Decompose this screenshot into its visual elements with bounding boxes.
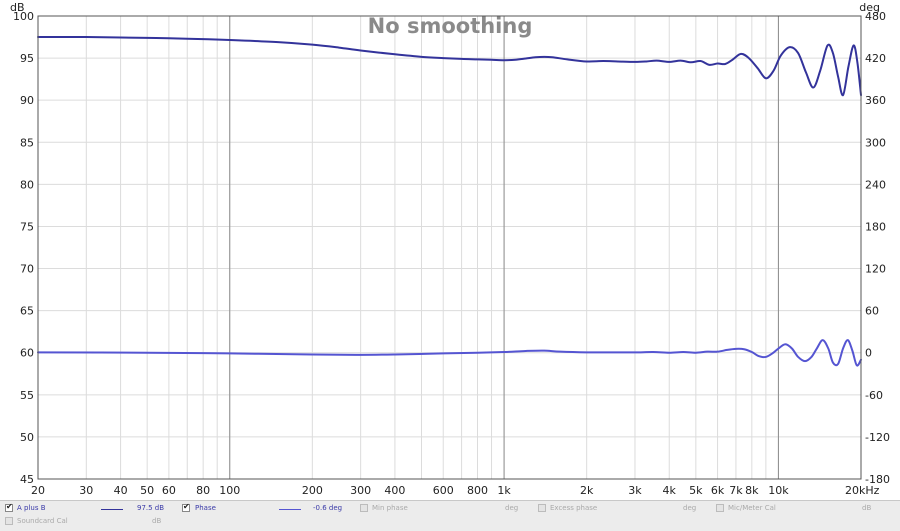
x-tick-label: 3k — [628, 484, 642, 497]
right-tick-label: -120 — [865, 431, 890, 444]
x-tick-label: 1k — [497, 484, 511, 497]
grid-layer — [37, 15, 862, 480]
chart-canvas: 45 50 55 60 65 70 75 80 85 90 95 100 -180 -120 -60 0 60 1… — [10, 1, 890, 497]
right-axis-unit: deg — [859, 1, 880, 14]
excess-phase-checkbox[interactable] — [538, 504, 546, 512]
right-tick-label: -180 — [865, 473, 890, 486]
right-tick-label: 420 — [865, 52, 886, 65]
chart-title: No smoothing — [368, 14, 533, 38]
series-line-a-plus-b — [37, 36, 862, 97]
left-tick-label: 95 — [20, 52, 34, 65]
right-tick-label: 300 — [865, 136, 886, 149]
left-tick-label: 80 — [20, 178, 34, 191]
left-tick-label: 60 — [20, 347, 34, 360]
axis-layer: 45 50 55 60 65 70 75 80 85 90 95 100 -180 -120 -60 0 60 1… — [13, 10, 890, 497]
x-tick-label: 800 — [467, 484, 488, 497]
excess-phase-label: Excess phase — [550, 504, 598, 512]
x-tick-label: 2k — [580, 484, 594, 497]
series-line-phase — [37, 339, 862, 367]
x-tick-label: 40 — [114, 484, 128, 497]
x-tick-label: 7k — [729, 484, 743, 497]
soundcard-cal-unit: dB — [152, 517, 162, 525]
x-tick-label: 20kHz — [845, 484, 880, 497]
a-plus-b-checkbox[interactable] — [5, 502, 13, 512]
left-tick-label: 65 — [20, 305, 34, 318]
soundcard-cal-checkbox[interactable] — [5, 517, 13, 525]
left-tick-label: 75 — [20, 220, 34, 233]
right-tick-label: 480 — [865, 10, 886, 23]
right-tick-label: 240 — [865, 178, 886, 191]
x-tick-label: 10k — [768, 484, 789, 497]
right-tick-label: 120 — [865, 263, 886, 276]
x-tick-label: 8k — [745, 484, 759, 497]
x-tick-label: 30 — [79, 484, 93, 497]
soundcard-cal-label: Soundcard Cal — [17, 517, 68, 525]
excess-phase-unit: deg — [683, 504, 697, 512]
x-tick-label: 300 — [350, 484, 371, 497]
x-tick-label: 600 — [433, 484, 454, 497]
left-tick-label: 90 — [20, 94, 34, 107]
a-plus-b-swatch — [101, 509, 123, 510]
right-tick-label: 180 — [865, 220, 886, 233]
plot-area — [38, 16, 861, 479]
a-plus-b-value: 97.5 dB — [137, 504, 165, 512]
x-tick-label: 20 — [31, 484, 45, 497]
frequency-response-chart: 45 50 55 60 65 70 75 80 85 90 95 100 -180 -120 -60 0 60 1… — [10, 1, 890, 497]
plot-frame — [37, 15, 862, 480]
x-tick-label: 4k — [663, 484, 677, 497]
left-tick-label: 45 — [20, 473, 34, 486]
phase-label: Phase — [195, 504, 216, 512]
right-tick-label: 0 — [865, 347, 872, 360]
left-axis-unit: dB — [10, 1, 25, 14]
phase-checkbox[interactable] — [182, 502, 190, 512]
phase-swatch — [279, 509, 301, 510]
x-tick-label: 400 — [384, 484, 405, 497]
x-tick-label: 5k — [689, 484, 703, 497]
series-layer — [37, 36, 862, 367]
left-tick-label: 85 — [20, 136, 34, 149]
x-tick-label: 60 — [162, 484, 176, 497]
mic-meter-cal-label: Mic/Meter Cal — [728, 504, 776, 512]
right-tick-label: 60 — [865, 305, 879, 318]
x-tick-label: 200 — [302, 484, 323, 497]
left-tick-label: 55 — [20, 389, 34, 402]
legend-panel: A plus B 97.5 dB Phase -0.6 deg Min phas… — [0, 500, 900, 531]
x-tick-label: 100 — [219, 484, 240, 497]
left-tick-label: 100 — [13, 10, 34, 23]
min-phase-unit: deg — [505, 504, 519, 512]
phase-value: -0.6 deg — [313, 504, 343, 512]
x-tick-label: 50 — [140, 484, 154, 497]
x-tick-label: 80 — [196, 484, 210, 497]
min-phase-checkbox[interactable] — [360, 504, 368, 512]
left-tick-label: 70 — [20, 263, 34, 276]
right-tick-label: -60 — [865, 389, 883, 402]
x-tick-label: 6k — [711, 484, 725, 497]
min-phase-label: Min phase — [372, 504, 408, 512]
right-tick-label: 360 — [865, 94, 886, 107]
mic-meter-cal-checkbox[interactable] — [716, 504, 724, 512]
mic-meter-cal-unit: dB — [862, 504, 872, 512]
a-plus-b-label: A plus B — [17, 504, 46, 512]
left-tick-label: 50 — [20, 431, 34, 444]
